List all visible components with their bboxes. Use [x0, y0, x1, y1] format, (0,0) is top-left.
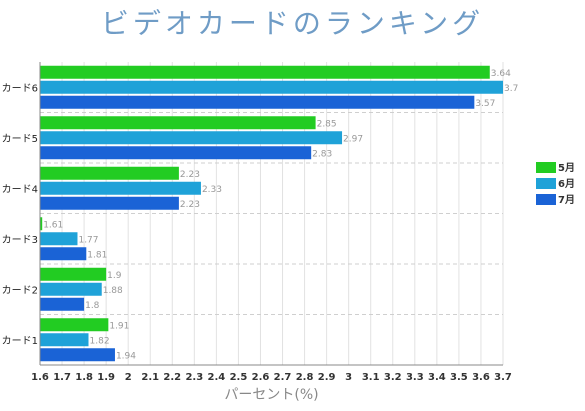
data-label: 1.88 — [103, 286, 123, 296]
data-label: 3.7 — [504, 84, 518, 94]
bar — [40, 181, 201, 195]
data-label: 1.77 — [78, 235, 98, 245]
bar — [40, 116, 316, 130]
bar — [40, 297, 85, 311]
x-tick-label: 3.2 — [384, 372, 402, 383]
x-tick-label: 2.4 — [208, 372, 226, 383]
data-label: 2.23 — [180, 200, 200, 210]
x-tick-label: 1.7 — [53, 372, 71, 383]
bar — [40, 65, 490, 79]
x-tick-label: 1.9 — [97, 372, 115, 383]
x-tick-label: 2.9 — [318, 372, 336, 383]
data-label: 1.9 — [107, 271, 122, 281]
legend-label: 6月 — [558, 178, 575, 190]
data-label: 1.82 — [90, 336, 110, 346]
category-label: カード4 — [2, 183, 38, 195]
legend-swatch — [536, 194, 556, 205]
bar — [40, 282, 102, 296]
axes: 1.6 1.7 1.8 1.9 2 2.1 2.2 2.3 2.4 2.5 2.6 2.7 2.8 2.9… — [2, 62, 512, 403]
x-tick-label: 2.2 — [163, 372, 181, 383]
x-tick-label: 2 — [125, 372, 132, 383]
data-label: 1.81 — [87, 250, 107, 260]
data-label: 1.91 — [109, 321, 129, 331]
bar — [40, 267, 107, 281]
x-tick-label: 3.7 — [494, 372, 512, 383]
data-label: 2.85 — [317, 119, 337, 129]
x-tick-label: 2.8 — [296, 372, 314, 383]
legend-swatch — [536, 162, 556, 173]
legend: 5月 6月 7月 — [536, 162, 575, 206]
x-tick-label: 3.5 — [450, 372, 468, 383]
chart-title: ビデオカードのランキング — [100, 7, 485, 40]
bar — [40, 95, 475, 109]
legend-swatch — [536, 178, 556, 189]
x-tick-label: 3.3 — [406, 372, 424, 383]
legend-label: 5月 — [558, 162, 575, 174]
x-axis-title: パーセント(%) — [224, 387, 318, 403]
category-label: カード1 — [2, 335, 38, 347]
bar — [40, 247, 87, 261]
bar — [40, 146, 312, 160]
data-label: 1.94 — [116, 351, 136, 361]
bar — [40, 333, 89, 347]
data-label: 2.23 — [180, 170, 200, 180]
data-label: 1.8 — [85, 301, 100, 311]
x-tick-label: 1.8 — [75, 372, 93, 383]
category-label: カード5 — [2, 133, 38, 145]
data-labels: 3.64 3.7 3.57 2.85 2.97 2.83 2.232.332.23 1.61 1… — [43, 69, 518, 362]
data-label: 1.61 — [43, 220, 63, 230]
legend-label: 7月 — [558, 194, 575, 206]
x-tick-label: 2.1 — [141, 372, 159, 383]
bar — [40, 196, 179, 210]
data-label: 2.83 — [312, 149, 332, 159]
data-label: 2.97 — [343, 134, 363, 144]
bar — [40, 166, 179, 180]
category-label: カード6 — [2, 82, 38, 94]
grid — [39, 62, 504, 365]
x-tick-label: 3.6 — [472, 372, 490, 383]
bar — [40, 217, 43, 231]
x-tick-label: 2.6 — [252, 372, 270, 383]
x-tick-label: 2.3 — [185, 372, 203, 383]
data-label: 2.33 — [202, 185, 222, 195]
category-label: カード2 — [2, 284, 38, 296]
x-tick-label: 3 — [345, 372, 352, 383]
bar — [40, 232, 78, 246]
data-label: 3.64 — [491, 69, 511, 79]
bar — [40, 131, 343, 145]
category-label: カード3 — [2, 234, 38, 246]
x-tick-label: 3.1 — [362, 372, 380, 383]
x-tick-label: 2.7 — [274, 372, 292, 383]
x-tick-label: 3.4 — [428, 372, 446, 383]
data-label: 3.57 — [475, 99, 495, 109]
x-tick-label: 1.6 — [31, 372, 49, 383]
bar — [40, 318, 109, 332]
bar — [40, 80, 503, 94]
bars — [40, 65, 503, 362]
bar — [40, 348, 115, 362]
x-tick-label: 2.5 — [230, 372, 248, 383]
